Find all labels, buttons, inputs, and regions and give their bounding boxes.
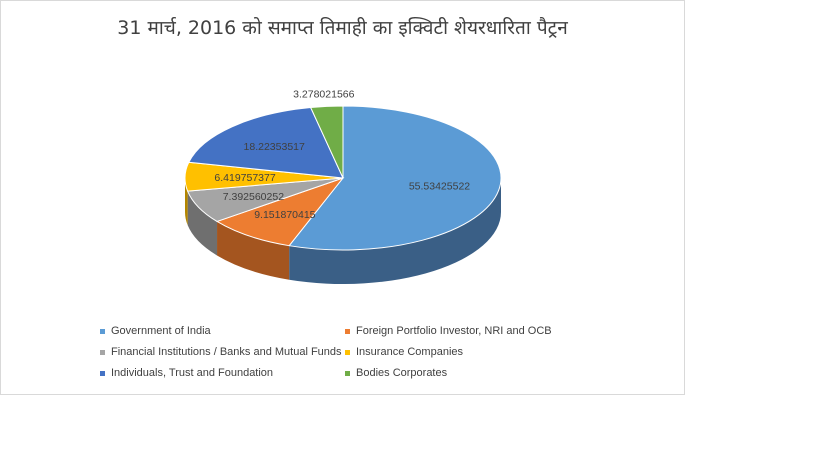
legend-item: Government of India bbox=[100, 325, 345, 337]
legend-swatch bbox=[345, 370, 350, 376]
legend-swatch bbox=[345, 349, 350, 355]
pie-slice bbox=[215, 176, 345, 247]
legend-item: Bodies Corporates bbox=[345, 367, 610, 379]
legend-label: Government of India bbox=[111, 325, 211, 337]
legend-item: Financial Institutions / Banks and Mutua… bbox=[100, 346, 345, 358]
legend-label: Bodies Corporates bbox=[356, 367, 448, 379]
chart-title: 31 मार्च, 2016 को समाप्त तिमाही का इक्वि… bbox=[117, 17, 568, 39]
pie-slice-side bbox=[187, 191, 218, 256]
pie-slice bbox=[288, 105, 502, 251]
pie-slice bbox=[309, 105, 344, 179]
legend: Government of India Foreign Portfolio In… bbox=[100, 325, 620, 379]
legend-label: Foreign Portfolio Investor, NRI and OCB bbox=[356, 325, 552, 337]
legend-swatch bbox=[345, 328, 350, 334]
legend-item: Insurance Companies bbox=[345, 346, 610, 358]
legend-item: Individuals, Trust and Foundation bbox=[100, 367, 345, 379]
legend-label: Individuals, Trust and Foundation bbox=[111, 367, 274, 379]
data-label: 7.392560252 bbox=[223, 191, 284, 203]
legend-swatch bbox=[100, 370, 105, 376]
legend-label: Financial Institutions / Banks and Mutua… bbox=[111, 346, 342, 358]
pie-slice-side bbox=[217, 221, 290, 280]
legend-swatch bbox=[100, 349, 105, 355]
data-label: 9.151870415 bbox=[254, 209, 315, 221]
data-label: 55.53425522 bbox=[409, 181, 470, 193]
data-label: 6.419757377 bbox=[214, 172, 275, 184]
pie-slice bbox=[188, 106, 344, 179]
legend-item: Foreign Portfolio Investor, NRI and OCB bbox=[345, 325, 610, 337]
legend-label: Insurance Companies bbox=[356, 346, 464, 358]
legend-swatch bbox=[100, 328, 105, 334]
data-label: 3.278021566 bbox=[293, 88, 354, 100]
pie-slice-side bbox=[289, 178, 501, 284]
data-label: 18.22353517 bbox=[244, 141, 305, 153]
